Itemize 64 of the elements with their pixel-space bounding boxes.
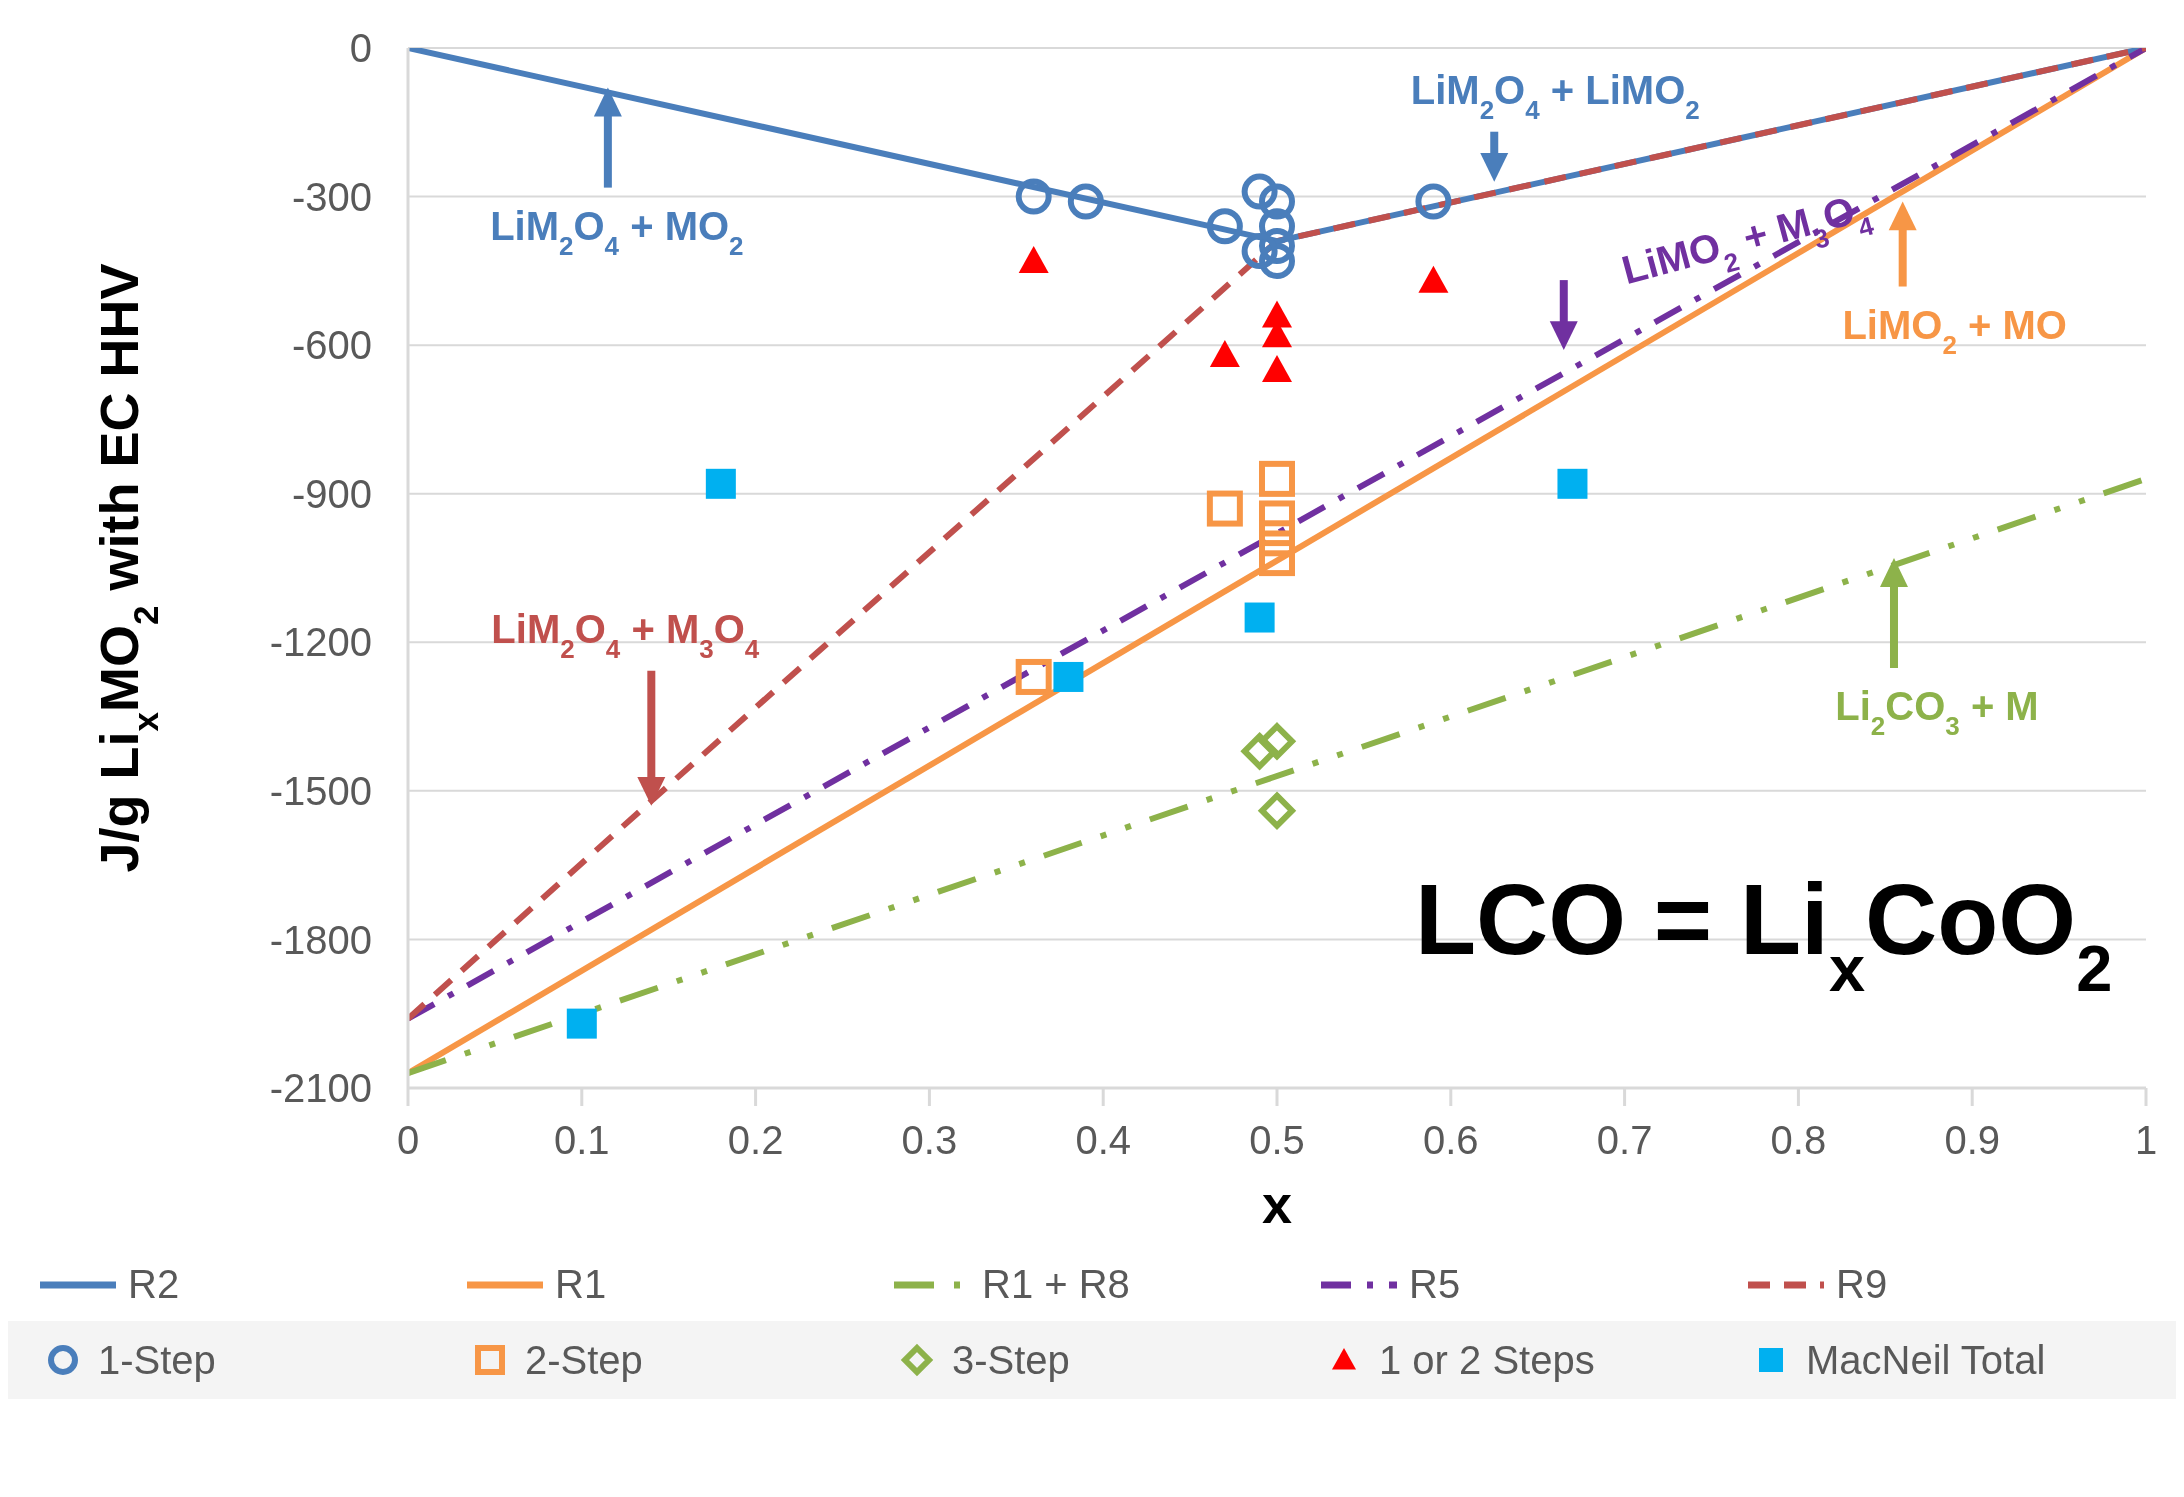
annotation: LCO = Li$_{x}$CoO$_{2}$ [1414, 863, 2113, 1005]
x-tick-label: 0.8 [1770, 1118, 1827, 1163]
y-tick-label: -1500 [269, 769, 372, 814]
point [1259, 242, 1295, 279]
point [1259, 183, 1295, 220]
legend-label: 3-Step [952, 1337, 1070, 1383]
legend-label: R9 [1836, 1262, 1888, 1307]
point [1018, 245, 1049, 273]
point [1209, 340, 1240, 368]
point [1015, 658, 1052, 695]
point [1241, 233, 1278, 270]
x-tick-label: 0.1 [554, 1118, 610, 1163]
point [566, 1008, 597, 1039]
x-tick-label: 0.5 [1249, 1118, 1305, 1163]
legend-label: R5 [1409, 1262, 1461, 1307]
x-tick-label: 0 [396, 1118, 420, 1163]
point [1067, 183, 1104, 220]
annotation: Li$_{2}$CO$_{3}$ + M [1835, 684, 2039, 742]
point [1262, 300, 1292, 328]
point [1241, 733, 1278, 770]
point [1259, 723, 1295, 760]
point [1015, 178, 1052, 215]
y-tick-label: 0 [349, 26, 372, 71]
x-tick-label: 1 [2134, 1118, 2158, 1163]
y-tick-label: -2100 [269, 1066, 372, 1111]
point [1557, 468, 1588, 499]
annotation: LiM$_{2}$O$_{4}$ + MO$_{2}$ [490, 203, 744, 261]
legend-label: 1 or 2 Steps [1379, 1337, 1595, 1383]
point [1206, 208, 1243, 245]
point [1418, 265, 1449, 293]
y-tick-label: -1200 [269, 620, 372, 665]
point [1415, 183, 1452, 220]
y-tick-label: -600 [291, 323, 372, 368]
point [1259, 792, 1295, 829]
point [1259, 208, 1295, 245]
annotation: LiM$_{2}$O$_{4}$ + LiMO$_{2}$ [1410, 67, 1700, 125]
point [1259, 460, 1295, 497]
x-tick-label: 0.2 [727, 1118, 784, 1163]
legend-label: 1-Step [98, 1337, 216, 1383]
point [1262, 354, 1292, 382]
x-tick-label: 0.4 [1075, 1118, 1131, 1163]
legend-label: R1 + R8 [982, 1262, 1130, 1307]
y-tick-label: -1800 [269, 917, 372, 962]
annotation: LiMO$_{2}$ + MO [1842, 302, 2067, 360]
point [1244, 602, 1275, 633]
point [1206, 490, 1243, 527]
annotation: LiM$_{2}$O$_{4}$ + M$_{3}$O$_{4}$ [491, 606, 760, 664]
x-tick-label: 0.3 [901, 1118, 958, 1163]
x-tick-label: 0.7 [1596, 1118, 1653, 1163]
point [1259, 228, 1295, 265]
point [1259, 540, 1295, 577]
legend-label: R2 [128, 1262, 180, 1307]
legend-label: 2-Step [525, 1337, 643, 1383]
point [705, 468, 736, 499]
point [1053, 661, 1084, 692]
y-tick-label: -900 [291, 471, 372, 516]
x-tick-label: 0.6 [1423, 1118, 1479, 1163]
x-axis-title: x [1261, 1174, 1293, 1234]
x-tick-label: 0.9 [1944, 1118, 2000, 1163]
point [1241, 173, 1278, 210]
point [1259, 500, 1295, 537]
legend-label: MacNeil Total [1806, 1337, 2046, 1383]
legend-label: R1 [555, 1262, 607, 1307]
y-tick-label: -300 [291, 174, 372, 219]
